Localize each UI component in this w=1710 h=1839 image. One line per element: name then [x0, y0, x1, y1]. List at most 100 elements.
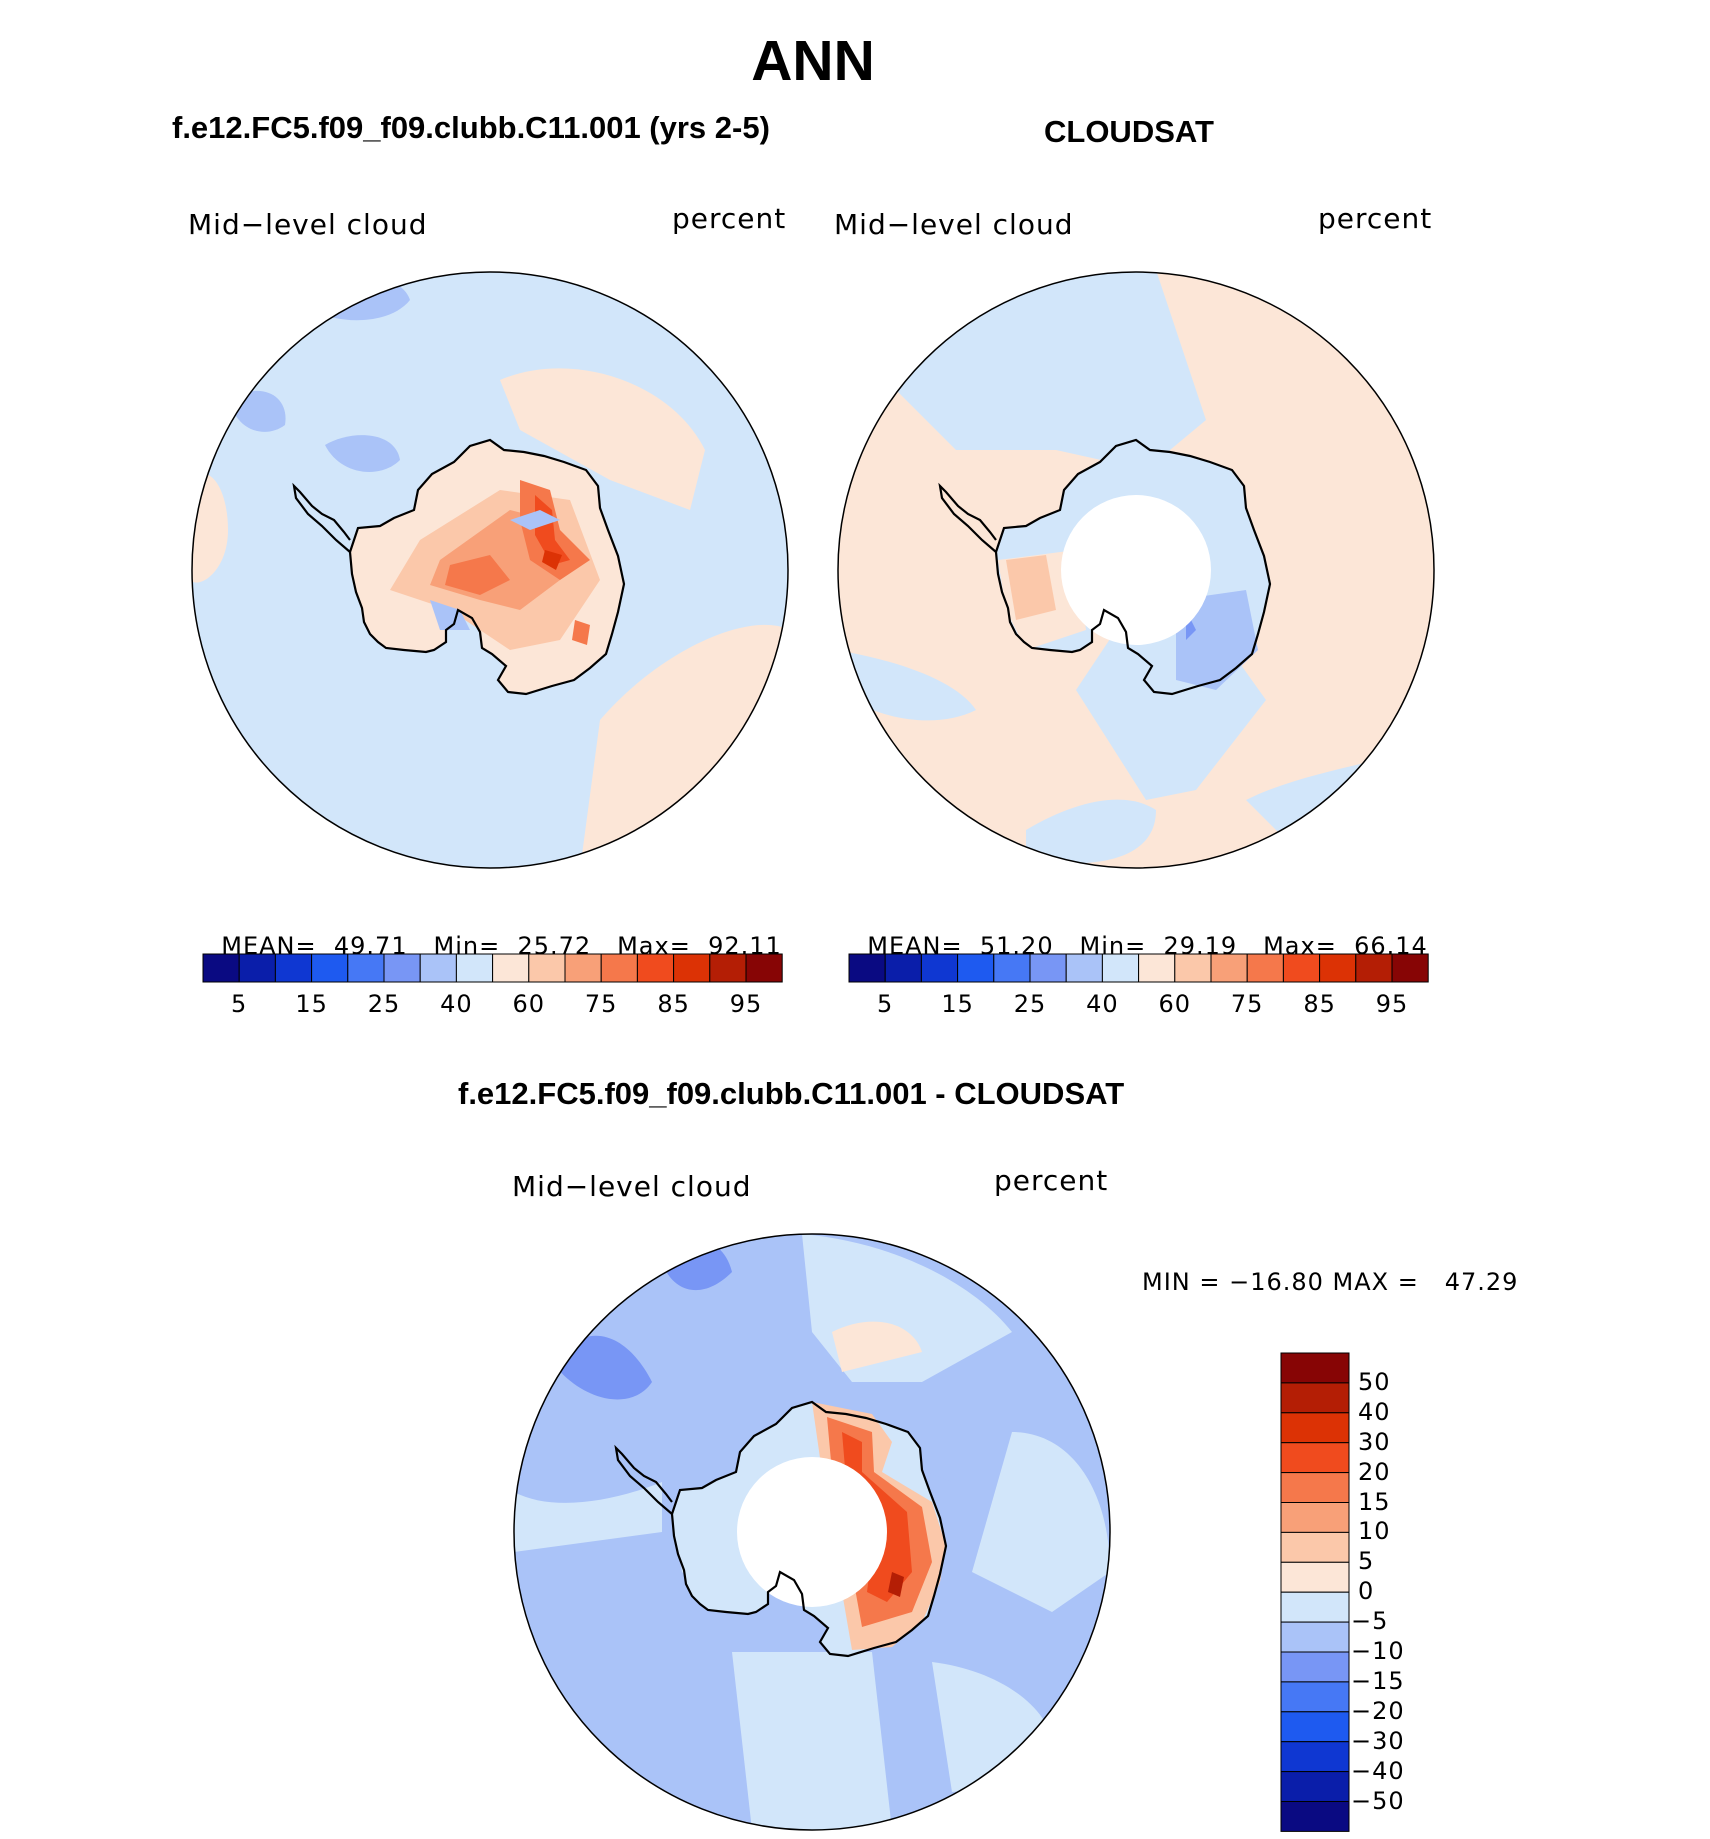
diff-colorbar-segment	[1280, 1382, 1350, 1414]
model-colorbar-segment	[709, 953, 747, 983]
model-colorbar-segment	[383, 953, 421, 983]
diff-colorbar-tick-label: −40	[1351, 1756, 1405, 1785]
obs-colorbar-tick-label: 95	[1375, 990, 1409, 1018]
obs-colorbar-segment	[1174, 953, 1212, 983]
diff-colorbar-tick-label: −30	[1351, 1726, 1405, 1755]
diff-colorbar-tick-label: 15	[1358, 1487, 1391, 1516]
diff-antarctica-field	[614, 1400, 962, 1658]
model-colorbar-segment	[564, 953, 602, 983]
diff-colorbar-tick-label: 50	[1358, 1367, 1391, 1396]
diff-panel-title: f.e12.FC5.f09_f09.clubb.C11.001 - CLOUDS…	[458, 1076, 1125, 1111]
diff-colorbar-tick-label: 5	[1358, 1547, 1375, 1576]
obs-colorbar-segment	[1319, 953, 1357, 983]
diff-map-border	[513, 1233, 1111, 1831]
obs-colorbar-segment	[1246, 953, 1284, 983]
diff-polar-map	[513, 1233, 1111, 1831]
diff-colorbar-segment	[1280, 1621, 1350, 1653]
model-colorbar-segment	[455, 953, 494, 983]
model-panel-title: f.e12.FC5.f09_f09.clubb.C11.001 (yrs 2-5…	[172, 110, 770, 145]
diff-units-label: percent	[994, 1164, 1109, 1197]
obs-colorbar-tick-label: 85	[1303, 990, 1336, 1018]
diff-colorbar-tick-label: −10	[1351, 1637, 1405, 1665]
model-variable-label: Mid−level cloud	[188, 208, 428, 241]
diff-colorbar-segment	[1280, 1681, 1350, 1713]
obs-missing-data-hole	[1061, 495, 1211, 645]
diff-colorbar-tick-label: −50	[1351, 1786, 1405, 1815]
model-polar-map	[191, 271, 789, 869]
obs-colorbar-tick-label: 60	[1158, 990, 1192, 1018]
obs-antarctica-field	[938, 438, 1272, 696]
model-units-label: percent	[672, 202, 787, 235]
model-colorbar-tick-label: 85	[657, 990, 690, 1018]
model-colorbar-segment	[528, 953, 566, 983]
diff-colorbar-tick-label: 0	[1358, 1577, 1375, 1606]
diff-colorbar-segment	[1280, 1591, 1350, 1623]
model-colorbar-segment	[636, 953, 675, 983]
obs-colorbar-segment	[993, 953, 1031, 983]
model-colorbar-tick-label: 25	[367, 990, 401, 1018]
model-colorbar-tick-label: 75	[584, 990, 618, 1018]
diff-colorbar-segment	[1280, 1771, 1350, 1803]
diff-colorbar-segment	[1280, 1711, 1350, 1743]
model-colorbar-tick-label: 40	[440, 990, 473, 1018]
model-colorbar-segment	[202, 953, 240, 983]
model-colorbar-tick-label: 60	[512, 990, 546, 1018]
model-colorbar-segment	[600, 953, 638, 983]
obs-colorbar-tick-label: 25	[1013, 990, 1047, 1018]
diff-missing-data-hole	[737, 1457, 887, 1607]
diff-colorbar-tick-label: −5	[1351, 1607, 1389, 1636]
obs-colorbar-segment	[920, 953, 959, 983]
diff-variable-label: Mid−level cloud	[512, 1170, 752, 1203]
model-antarctica-field	[292, 438, 626, 696]
model-stats: MEAN= 49.71 Min= 25.72 Max= 92.11	[204, 904, 782, 960]
obs-colorbar-tick-label: 15	[941, 990, 974, 1018]
diff-colorbar-segment	[1280, 1472, 1350, 1503]
model-colorbar-tick-label: 15	[295, 990, 328, 1018]
obs-polar-map	[837, 271, 1435, 869]
model-colorbar-tick-label: 95	[729, 990, 763, 1018]
diff-colorbar-segment	[1280, 1502, 1350, 1533]
obs-colorbar-segment	[1391, 953, 1429, 983]
diff-colorbar-segment	[1280, 1741, 1350, 1773]
diff-colorbar-segment	[1280, 1412, 1350, 1444]
model-map-border	[191, 271, 789, 869]
obs-colorbar-segment	[848, 953, 886, 983]
obs-colorbar-segment	[1065, 953, 1103, 983]
obs-colorbar-segment	[1355, 953, 1393, 983]
model-colorbar-segment	[274, 953, 313, 983]
obs-stats: MEAN= 51.20 Min= 29.19 Max= 66.14	[850, 904, 1428, 960]
diff-colorbar-segment	[1280, 1352, 1350, 1384]
model-colorbar-segment	[673, 953, 711, 983]
diff-colorbar-tick-label: 20	[1358, 1457, 1391, 1486]
diff-colorbar-tick-label: −15	[1351, 1666, 1405, 1695]
diff-colorbar-segment	[1280, 1801, 1350, 1832]
obs-colorbar-tick-label: 75	[1230, 990, 1264, 1018]
obs-panel-title: CLOUDSAT	[1044, 114, 1214, 149]
diff-minmax: MIN = −16.80 MAX = 47.29	[1142, 1268, 1519, 1296]
obs-units-label: percent	[1318, 202, 1433, 235]
diff-colorbar-segment	[1280, 1531, 1350, 1563]
obs-colorbar-tick-label: 40	[1086, 990, 1119, 1018]
model-colorbar-segment	[419, 953, 457, 983]
model-colorbar-segment	[311, 953, 349, 983]
diff-colorbar-tick-label: 30	[1358, 1427, 1391, 1456]
diff-colorbar-segment	[1280, 1651, 1350, 1683]
obs-map-border	[837, 271, 1435, 869]
obs-variable-label: Mid−level cloud	[834, 208, 1074, 241]
obs-colorbar-segment	[957, 953, 995, 983]
obs-colorbar-segment	[1101, 953, 1140, 983]
model-colorbar-segment	[347, 953, 385, 983]
model-colorbar-segment	[492, 953, 530, 983]
main-title: ANN	[751, 29, 875, 93]
diff-colorbar-tick-label: 40	[1358, 1397, 1391, 1426]
obs-colorbar-tick-label: 5	[877, 990, 894, 1018]
model-colorbar-segment	[238, 953, 276, 983]
diff-colorbar-tick-label: −20	[1351, 1696, 1405, 1725]
diff-colorbar-tick-label: 10	[1358, 1517, 1391, 1546]
model-colorbar-segment	[745, 953, 783, 983]
model-colorbar-tick-label: 5	[231, 990, 248, 1018]
obs-colorbar-segment	[1029, 953, 1067, 983]
obs-colorbar-segment	[1138, 953, 1176, 983]
obs-colorbar-segment	[884, 953, 922, 983]
diff-colorbar-segment	[1280, 1442, 1350, 1474]
